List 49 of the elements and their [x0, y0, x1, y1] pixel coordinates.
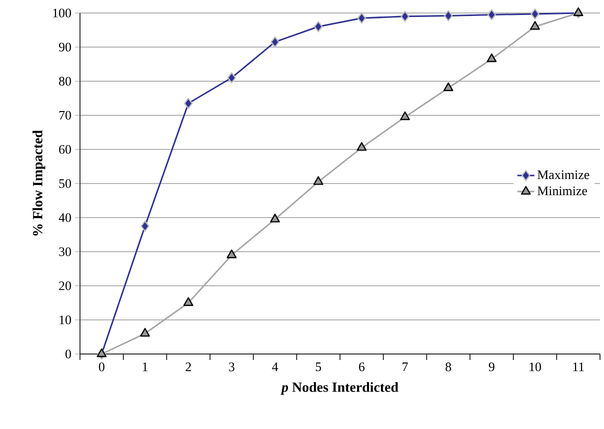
point: [140, 328, 150, 337]
point: [400, 111, 410, 120]
x-tick-label: 7: [402, 362, 408, 371]
x-tick-label: 9: [488, 362, 494, 372]
x-axis-title: p Nodes Interdicted: [280, 382, 398, 395]
point: [270, 36, 280, 48]
x-tick-label: 3: [229, 362, 234, 372]
x-tick-label: 0: [98, 362, 104, 372]
point: [530, 8, 540, 20]
point: [443, 82, 454, 92]
point: [530, 21, 540, 30]
legend-label: Maximize: [537, 170, 590, 180]
point: [140, 220, 150, 232]
y-tick-label: 100: [53, 8, 71, 18]
point: [487, 9, 496, 20]
x-tick-label: 10: [530, 362, 541, 372]
point: [444, 10, 453, 22]
y-tick-label: 50: [59, 179, 71, 188]
point: [227, 72, 236, 84]
legend-label: Minimize: [537, 186, 588, 196]
point: [226, 250, 237, 258]
x-tick-label: 6: [358, 362, 365, 372]
x-tick-label: 11: [573, 362, 584, 372]
y-tick-label: 70: [59, 110, 71, 120]
x-tick-label: 4: [272, 362, 278, 372]
y-tick-label: 20: [59, 281, 71, 290]
point: [314, 21, 323, 32]
point: [313, 176, 324, 185]
y-axis-title: % Flow Impacted: [32, 130, 46, 236]
y-tick-label: 40: [58, 213, 71, 222]
point: [573, 7, 584, 16]
x-tick-label: 8: [446, 362, 452, 372]
y-tick-label: 0: [66, 350, 71, 358]
x-tick-label: 2: [186, 362, 191, 372]
point: [400, 10, 410, 22]
point: [183, 297, 194, 306]
point: [270, 214, 280, 222]
point: [96, 348, 107, 358]
point: [357, 12, 366, 24]
x-tick-label: 1: [142, 362, 148, 372]
point: [486, 53, 497, 62]
x-tick-label: 5: [316, 362, 322, 372]
y-tick-label: 90: [58, 42, 71, 52]
y-tick-label: 10: [60, 316, 71, 324]
y-tick-label: 30: [59, 247, 71, 256]
y-tick-label: 80: [59, 76, 71, 86]
y-tick-label: 60: [59, 145, 71, 154]
point: [184, 98, 193, 109]
point: [356, 142, 367, 151]
